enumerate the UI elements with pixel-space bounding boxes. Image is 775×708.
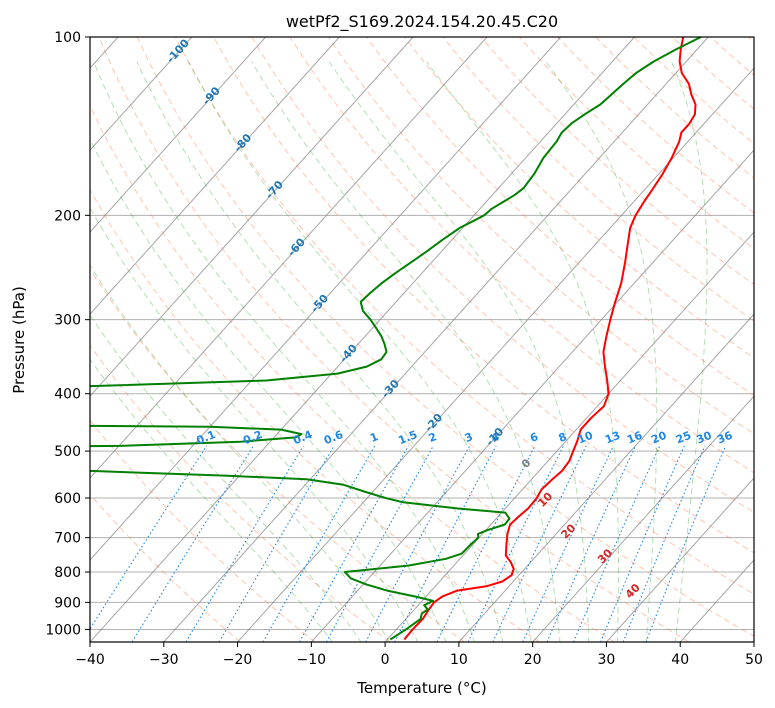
dry-adiabat — [404, 37, 754, 359]
mixing-ratio-label: 2 — [427, 430, 439, 445]
dry-adiabat — [90, 104, 615, 642]
dry-adiabat — [366, 37, 754, 397]
y-tick-label: 600 — [54, 491, 81, 507]
x-tick-label: 50 — [745, 652, 763, 668]
mixing-ratio-label: 16 — [625, 429, 644, 447]
mixing-ratio-line — [600, 445, 685, 642]
mixing-ratio-label: 3 — [463, 430, 475, 445]
mixing-ratio-line — [299, 445, 409, 642]
moist-adiabat — [426, 61, 619, 642]
isotherm — [458, 313, 754, 642]
x-tick-label: 20 — [524, 652, 542, 668]
isotherm — [90, 37, 488, 479]
y-tick-label: 400 — [54, 387, 81, 403]
isotherm — [90, 37, 414, 397]
dewpoint-profile-line — [90, 37, 702, 641]
x-tick-label: −30 — [149, 652, 179, 668]
moist-adiabat — [136, 61, 504, 642]
dry-adiabat — [90, 493, 241, 642]
moist-adiabat — [545, 61, 658, 642]
dry-adiabat — [289, 37, 754, 474]
sounding-profiles — [90, 37, 702, 641]
isotherm — [90, 37, 340, 315]
moist-adiabat — [188, 61, 532, 642]
moist-adiabat — [90, 358, 334, 642]
chart-title: wetPf2_S169.2024.154.20.45.C20 — [286, 12, 558, 32]
mixing-ratio-line — [218, 445, 335, 642]
dry-adiabat — [174, 37, 754, 595]
y-tick-label: 900 — [54, 595, 81, 611]
mixing-ratio-line — [467, 445, 564, 642]
dry-adiabat — [327, 37, 754, 435]
mixing-ratio-line — [573, 445, 661, 642]
isotherm — [90, 37, 635, 642]
isotherm — [310, 149, 754, 642]
moist-adiabat — [251, 61, 561, 642]
y-tick-label: 300 — [54, 313, 81, 329]
y-tick-label: 1000 — [45, 622, 81, 638]
isotherm — [163, 37, 709, 642]
moist-adiabat — [328, 61, 590, 642]
dry-adiabat — [213, 37, 754, 554]
y-tick-label: 800 — [54, 565, 81, 581]
x-tick-label: −40 — [75, 652, 105, 668]
mixing-ratio-label: 30 — [695, 429, 714, 447]
moist-adiabat — [671, 61, 708, 642]
x-tick-label: 40 — [671, 652, 689, 668]
plot-frame — [89, 36, 755, 643]
x-tick-label: 0 — [381, 652, 390, 668]
mixing-ratio-label: 10 — [576, 429, 595, 447]
mixing-ratio-label: 25 — [674, 429, 693, 447]
axes: −40 −30 −20 −10 0 10 20 30 40 50 100 200 300 400 500 60… — [45, 30, 763, 668]
y-tick-label: 500 — [54, 444, 81, 460]
mixing-ratio-label: 36 — [715, 429, 734, 447]
temperature-profile-line — [403, 37, 697, 641]
dry-adiabat — [90, 268, 465, 642]
moist-adiabat — [90, 264, 390, 642]
x-tick-label: 10 — [450, 652, 468, 668]
isotherm — [532, 395, 754, 642]
dry-adiabat — [251, 37, 754, 514]
mixing-ratio-label: 1 — [368, 430, 380, 445]
mixing-ratio-line — [325, 445, 434, 642]
background-lines — [90, 37, 754, 642]
y-tick-label: 200 — [54, 208, 81, 224]
y-tick-label: 100 — [54, 30, 81, 46]
isotherm — [90, 37, 193, 151]
dry-adiabat — [98, 37, 690, 642]
isotherm — [237, 67, 754, 642]
x-tick-label: −20 — [223, 652, 253, 668]
mixing-ratio-line — [185, 445, 304, 642]
moist-adiabat — [90, 314, 362, 642]
mixing-ratio-line — [436, 445, 536, 642]
isotherm — [90, 37, 562, 561]
mixing-ratio-line — [131, 445, 254, 642]
mixing-ratio-label: 13 — [603, 429, 622, 447]
mixing-ratio-label: 20 — [649, 429, 668, 447]
mixing-ratio-label: 8 — [557, 430, 569, 445]
x-tick-label: −10 — [297, 652, 327, 668]
mixing-ratio-line — [90, 445, 208, 630]
isotherm — [90, 37, 266, 233]
x-axis-title: Temperature (°C) — [356, 679, 486, 697]
dry-adiabat — [90, 188, 540, 642]
isotherm — [606, 477, 754, 642]
y-tick-label: 700 — [54, 531, 81, 547]
moist-adiabat — [90, 138, 447, 642]
x-tick-label: 30 — [598, 652, 616, 668]
moist-adiabat — [93, 61, 475, 642]
y-axis-title: Pressure (hPa) — [10, 286, 28, 394]
